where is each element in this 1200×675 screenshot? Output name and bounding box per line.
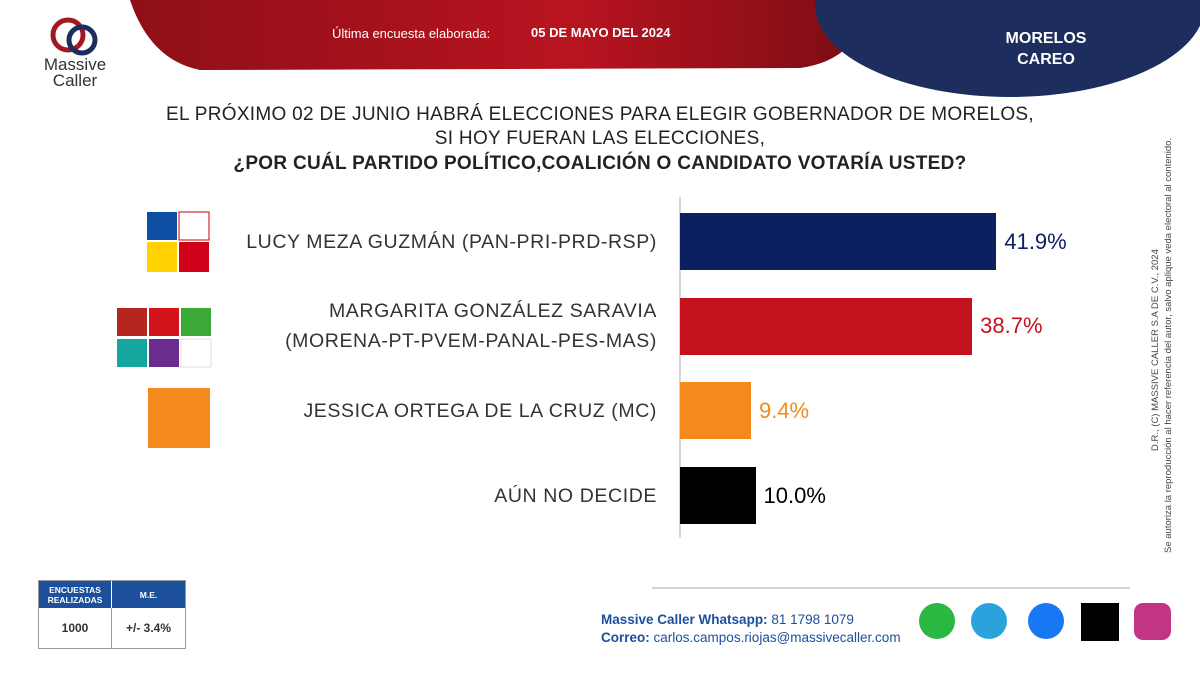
legal-line: Se autoriza la reproducción al hacer ref… bbox=[1163, 137, 1174, 553]
logo-top: Massive bbox=[43, 55, 107, 74]
subtitle: CAREO bbox=[1017, 51, 1075, 68]
bar bbox=[680, 382, 751, 440]
email-address[interactable]: carlos.campos.riojas@massivecaller.com bbox=[653, 630, 901, 645]
value-label: 9.4% bbox=[758, 397, 810, 423]
question-line: EL PRÓXIMO 02 DE JUNIO HABRÁ ELECCIONES … bbox=[166, 104, 1034, 125]
bar bbox=[680, 213, 997, 270]
value-label: 41.9% bbox=[1004, 228, 1067, 254]
bar bbox=[680, 297, 973, 355]
legal-line: D.R., (C) MASSIVE CALLER S.A DE C.V., 20… bbox=[1150, 249, 1161, 451]
question-line: SI HOY FUERAN LAS ELECCIONES, bbox=[434, 128, 766, 149]
category-label: LUCY MEZA GUZMÁN (PAN-PRI-PRD-RSP) bbox=[246, 230, 657, 253]
bar bbox=[680, 467, 756, 525]
table-cell: 1000 bbox=[39, 608, 112, 648]
survey-table: ENCUESTAS REALIZADAS M.E. 1000 +/- 3.4% bbox=[38, 580, 186, 649]
region: MORELOS bbox=[1005, 30, 1087, 47]
header-band bbox=[130, 0, 870, 70]
whatsapp-label: Massive Caller Whatsapp: bbox=[601, 612, 768, 627]
value-label: 10.0% bbox=[763, 482, 826, 508]
contact-email: Correo: carlos.campos.riojas@massivecall… bbox=[601, 630, 901, 645]
party-logos-2 bbox=[117, 308, 212, 368]
table-cell: +/- 3.4% bbox=[125, 621, 172, 635]
survey-label: Última encuesta elaborada: bbox=[332, 26, 491, 41]
table-header: ENCUESTAS REALIZADAS bbox=[39, 581, 111, 608]
email-label: Correo: bbox=[601, 630, 650, 645]
whatsapp-number[interactable]: 81 1798 1079 bbox=[771, 612, 854, 627]
category-label: JESSICA ORTEGA DE LA CRUZ (MC) bbox=[303, 399, 657, 422]
social-icons[interactable] bbox=[919, 603, 1171, 641]
category-label: AÚN NO DECIDE bbox=[494, 484, 657, 507]
party-logos-1 bbox=[147, 211, 210, 272]
logo-icon bbox=[50, 17, 98, 56]
party-logo-mc bbox=[148, 388, 210, 448]
logo-bottom: Caller bbox=[52, 71, 98, 90]
region-box: MORELOS CAREO bbox=[966, 28, 1126, 70]
question-line: ¿POR CUÁL PARTIDO POLÍTICO,COALICIÓN O C… bbox=[233, 153, 967, 174]
logo-text: Massive Caller bbox=[40, 55, 110, 90]
value-label: 38.7% bbox=[980, 313, 1043, 339]
table-header: M.E. bbox=[112, 581, 185, 608]
header-ellipse bbox=[815, 0, 1200, 97]
category-label: MARGARITA GONZÁLEZ SARAVIA (MORENA-PT-PV… bbox=[285, 300, 657, 353]
contact-whatsapp: Massive Caller Whatsapp: 81 1798 1079 bbox=[601, 612, 854, 627]
survey-date: 05 DE MAYO DEL 2024 bbox=[531, 25, 671, 40]
